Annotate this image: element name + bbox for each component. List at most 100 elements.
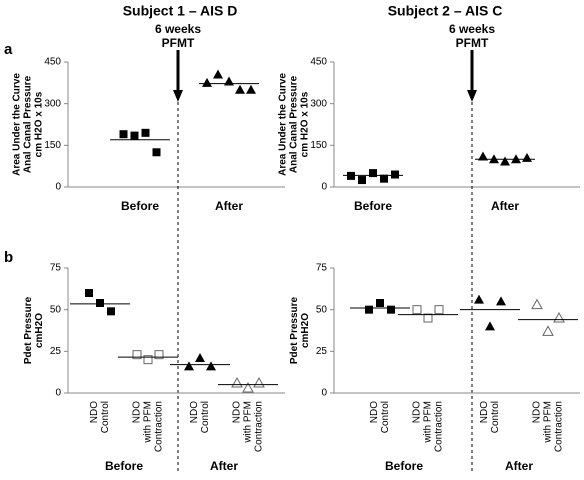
y-tick-label: 450 — [44, 57, 61, 68]
x-tick-label: NDO — [89, 401, 100, 423]
y-axis-label: Anal Canal Pressure — [23, 75, 34, 173]
point — [141, 128, 150, 137]
x-tick-label: Control — [200, 401, 211, 433]
y-axis-label: cmH2O — [34, 313, 45, 348]
point — [242, 381, 254, 393]
x-tick-label: Control — [380, 401, 391, 433]
point — [358, 176, 366, 185]
y-tick-label: 0 — [55, 388, 61, 399]
point — [376, 299, 384, 307]
x-tick-label: After — [215, 199, 243, 213]
point — [130, 131, 139, 140]
x-tick-label: Control — [100, 401, 111, 433]
y-tick-label: 150 — [310, 140, 327, 151]
y-tick-label: 50 — [316, 304, 328, 315]
x-tick-label: NDO — [412, 401, 423, 423]
point — [474, 294, 484, 304]
y-axis-label: Area Under the Curve — [12, 73, 23, 176]
x-tick-label: NDO — [189, 401, 200, 423]
x-tick-label: After — [491, 199, 519, 213]
y-axis-label: Pdet Pressure — [289, 296, 300, 364]
point — [531, 298, 543, 310]
annotation: PFMT — [162, 36, 195, 50]
group-label: Before — [105, 459, 143, 473]
arrow-head — [173, 90, 183, 102]
x-tick-label: Contraction — [434, 401, 445, 452]
y-tick-label: 150 — [44, 140, 61, 151]
y-axis-label: Area Under the Curve — [278, 73, 289, 176]
point — [231, 376, 243, 388]
x-tick-label: with PFM — [423, 401, 434, 444]
y-tick-label: 0 — [321, 182, 327, 193]
point — [246, 84, 256, 94]
y-tick-label: 450 — [310, 57, 327, 68]
y-axis-label: Anal Canal Pressure — [289, 75, 300, 173]
x-tick-label: Before — [121, 199, 159, 213]
column-title: Subject 1 – AIS D — [123, 3, 238, 19]
point — [235, 84, 245, 94]
point — [119, 130, 128, 139]
group-label: After — [210, 459, 238, 473]
annotation: PFMT — [456, 36, 489, 50]
x-tick-label: NDO — [232, 401, 243, 423]
y-axis-label: cm H2O x 10s — [34, 91, 45, 157]
point — [478, 151, 488, 161]
point — [553, 311, 565, 323]
point — [107, 307, 115, 316]
point — [434, 305, 444, 315]
point — [347, 171, 355, 180]
point — [412, 305, 422, 315]
point — [423, 313, 433, 323]
point — [500, 156, 510, 166]
point — [213, 69, 223, 79]
y-axis-label: Pdet Pressure — [23, 296, 34, 364]
point — [253, 376, 265, 388]
x-tick-label: NDO — [532, 401, 543, 423]
point — [132, 350, 142, 360]
y-tick-label: 0 — [321, 388, 327, 399]
x-tick-label: NDO — [479, 401, 490, 423]
point — [365, 305, 373, 314]
x-tick-label: Contraction — [554, 401, 565, 452]
y-tick-label: 75 — [316, 263, 328, 274]
panel-label: b — [4, 249, 13, 266]
point — [184, 361, 194, 371]
point — [154, 350, 164, 360]
y-axis-label: cm H2O x 10s — [300, 91, 311, 157]
point — [391, 170, 399, 179]
arrow-head — [467, 90, 477, 102]
point — [143, 355, 153, 365]
y-tick-label: 50 — [50, 304, 62, 315]
y-tick-label: 300 — [310, 98, 327, 109]
point — [85, 289, 93, 297]
y-tick-label: 75 — [50, 263, 62, 274]
point — [387, 305, 395, 314]
point — [542, 325, 554, 336]
x-tick-label: Before — [354, 199, 392, 213]
panel-label: a — [4, 41, 13, 58]
x-tick-label: with PFM — [143, 401, 154, 444]
point — [96, 299, 104, 307]
x-tick-label: Contraction — [154, 401, 165, 452]
point — [485, 321, 495, 331]
point — [202, 77, 212, 87]
annotation: 6 weeks — [155, 22, 201, 36]
annotation: 6 weeks — [449, 22, 495, 36]
x-tick-label: NDO — [132, 401, 143, 423]
group-label: Before — [385, 459, 423, 473]
point — [496, 296, 506, 306]
x-tick-label: with PFM — [543, 401, 554, 444]
y-tick-label: 25 — [50, 346, 62, 357]
y-tick-label: 25 — [316, 346, 328, 357]
x-tick-label: NDO — [369, 401, 380, 423]
group-label: After — [505, 459, 533, 473]
x-tick-label: Control — [490, 401, 501, 433]
point — [152, 148, 161, 157]
x-tick-label: Contraction — [254, 401, 265, 452]
point — [522, 152, 532, 162]
point — [380, 174, 388, 183]
column-title: Subject 2 – AIS C — [388, 3, 503, 19]
point — [369, 169, 377, 178]
y-axis-label: cmH2O — [300, 313, 311, 348]
